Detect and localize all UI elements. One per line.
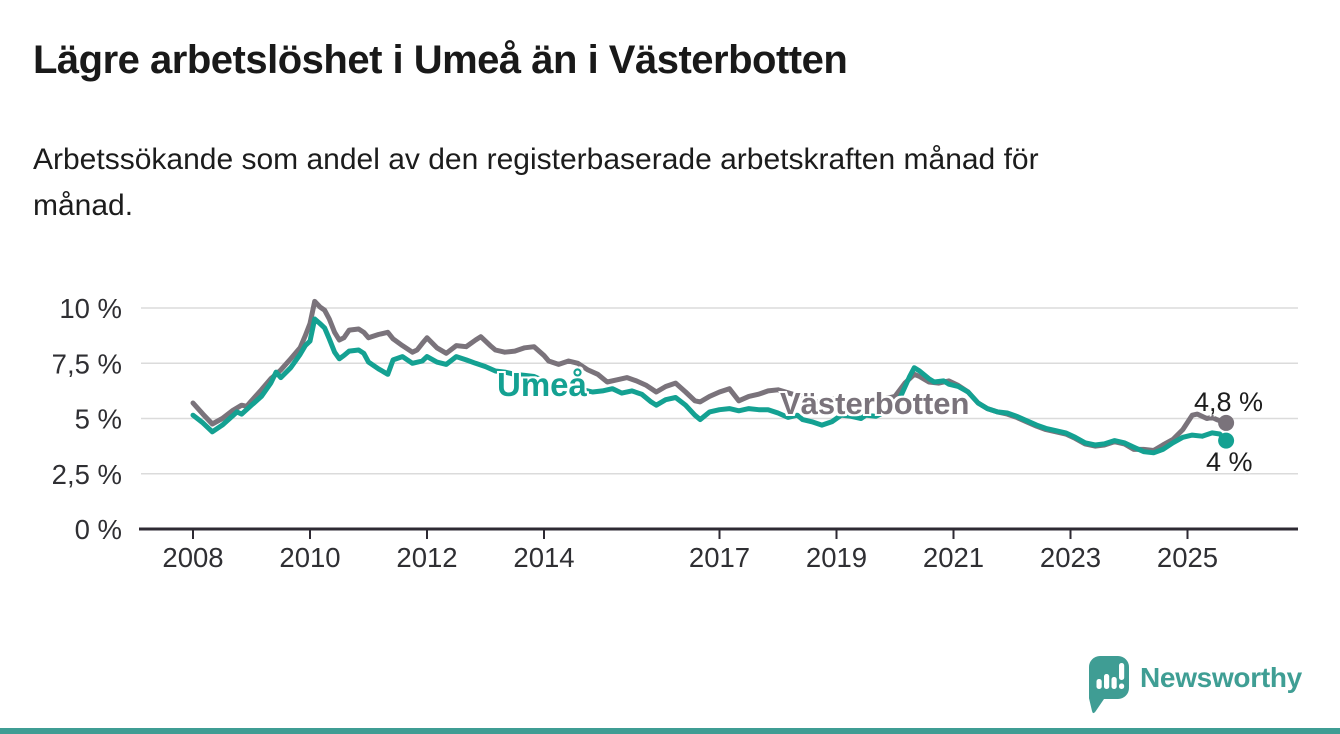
end-value-label-vasterbotten: 4,8 % — [1194, 387, 1264, 417]
chart-subtitle: Arbetssökande som andel av den registerb… — [33, 137, 1253, 229]
subtitle-line-2: månad. — [33, 189, 134, 222]
series-label-umea: Umeå — [497, 366, 587, 403]
bar-2 — [1104, 674, 1110, 689]
x-tick-label: 2017 — [689, 542, 750, 573]
x-tick-label: 2008 — [162, 542, 223, 573]
x-tick-label: 2012 — [396, 542, 457, 573]
end-dot-umea — [1218, 432, 1235, 449]
bar-3 — [1111, 677, 1117, 689]
newsworthy-logo: Newsworthy — [1089, 656, 1302, 716]
series-label-vasterbotten: Västerbotten — [780, 386, 970, 421]
x-tick-label: 2023 — [1040, 542, 1101, 573]
x-tick-label: 2010 — [279, 542, 340, 573]
page-title: Lägre arbetslöshet i Umeå än i Västerbot… — [33, 38, 848, 82]
series-line-vasterbotten — [190, 298, 1229, 453]
newsworthy-logo-text: Newsworthy — [1140, 662, 1302, 693]
exclamation-dot — [1119, 683, 1125, 689]
bar-1 — [1096, 679, 1102, 689]
y-tick-label: 10 % — [59, 293, 122, 324]
x-tick-label: 2019 — [806, 542, 867, 573]
y-tick-label: 0 % — [75, 514, 122, 545]
series-line-umea — [190, 316, 1229, 456]
footer-accent-bar — [0, 728, 1340, 734]
exclamation-bar — [1119, 663, 1125, 680]
subtitle-line-1: Arbetssökande som andel av den registerb… — [33, 143, 1039, 176]
x-tick-label: 2014 — [513, 542, 574, 573]
y-tick-label: 7,5 % — [52, 348, 122, 379]
end-dot-vasterbotten — [1218, 414, 1235, 431]
y-tick-label: 2,5 % — [52, 459, 122, 490]
newsworthy-logo-icon — [1089, 656, 1129, 714]
end-value-label-umea: 4 % — [1206, 447, 1253, 477]
x-tick-label: 2021 — [923, 542, 984, 573]
x-tick-label: 2025 — [1157, 542, 1218, 573]
y-tick-label: 5 % — [75, 404, 122, 435]
